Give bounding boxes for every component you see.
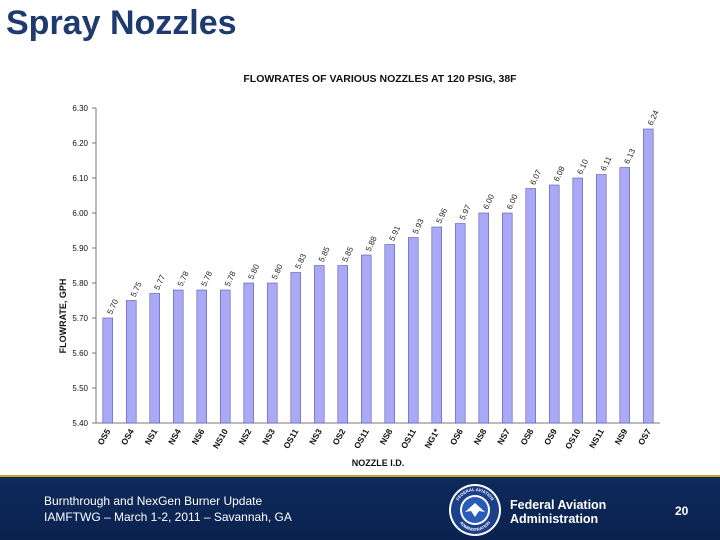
y-tick-label: 5.50	[72, 384, 88, 393]
category-label: NS7	[495, 427, 512, 447]
agency-name-line2: Administration	[510, 512, 599, 526]
bar	[361, 254, 372, 424]
presentation-title: Burnthrough and NexGen Burner Update	[44, 494, 263, 508]
category-label: NS8	[472, 427, 489, 447]
data-label: 5.78	[199, 269, 214, 287]
x-axis-label: NOZZLE I.D.	[352, 458, 405, 468]
category-label: NS9	[613, 427, 630, 447]
footer-bar: Burnthrough and NexGen Burner Update IAM…	[0, 475, 720, 540]
bar	[455, 223, 466, 424]
bar	[126, 300, 137, 424]
category-label: NS10	[211, 427, 230, 451]
bar	[149, 293, 160, 424]
data-label: 5.70	[105, 297, 120, 315]
y-tick-label: 5.90	[72, 244, 88, 253]
agency-name-line1: Federal Aviation	[510, 498, 607, 512]
data-label: 5.91	[387, 224, 402, 242]
category-label: OS10	[563, 427, 583, 451]
data-label: 5.83	[293, 252, 308, 270]
bar	[314, 265, 325, 424]
y-tick-label: 6.20	[72, 139, 88, 148]
plot-area: 5.40 5.50 5.60 5.70 5.80 5.90 6.00 6.10 6.20 6.30…	[72, 104, 660, 451]
data-label: 5.97	[458, 203, 473, 221]
bar	[525, 188, 536, 424]
data-label: 6.08	[552, 164, 567, 182]
bar	[431, 226, 442, 424]
data-label: 5.85	[340, 245, 355, 263]
category-label: NS3	[260, 427, 277, 447]
category-label: NG1*	[422, 426, 441, 450]
meeting-info: IAMFTWG – March 1-2, 2011 – Savannah, GA	[44, 510, 292, 524]
flowrate-bar-chart: FLOWRATES OF VARIOUS NOZZLES AT 120 PSIG…	[58, 73, 661, 468]
bar	[502, 212, 513, 424]
bar	[173, 289, 184, 424]
y-tick-label: 5.80	[72, 279, 88, 288]
y-tick-label: 6.30	[72, 104, 88, 113]
y-tick-label: 5.40	[72, 419, 88, 428]
data-label: 5.77	[152, 273, 167, 291]
bar	[337, 265, 348, 424]
y-tick-label: 6.00	[72, 209, 88, 218]
chart-title: FLOWRATES OF VARIOUS NOZZLES AT 120 PSIG…	[243, 73, 517, 85]
bar	[267, 282, 278, 424]
bar	[619, 167, 630, 424]
data-label: 6.13	[622, 147, 637, 165]
data-label: 6.24	[646, 108, 661, 126]
data-label: 5.93	[411, 217, 426, 235]
category-label: OS11	[399, 427, 418, 451]
data-label: 6.07	[528, 168, 543, 186]
category-label: NS2	[237, 427, 254, 447]
data-label: 6.00	[481, 192, 496, 210]
bar	[196, 289, 207, 424]
y-axis-label: FLOWRATE, GPH	[58, 279, 68, 354]
category-label: OS9	[542, 427, 559, 447]
bar	[408, 237, 419, 424]
slide-title: Spray Nozzles	[6, 4, 237, 42]
bar	[290, 272, 301, 424]
category-label: OS7	[636, 427, 653, 447]
category-label: NS3	[307, 427, 324, 447]
data-label: 5.80	[246, 262, 261, 280]
category-label: NS8	[378, 427, 395, 447]
bar	[572, 177, 583, 424]
data-label: 5.88	[364, 234, 379, 252]
category-label: OS11	[281, 427, 300, 451]
bar	[596, 174, 607, 424]
data-label: 6.10	[575, 157, 590, 175]
data-label: 5.75	[129, 280, 144, 298]
bar	[478, 212, 489, 424]
bar	[549, 184, 560, 424]
bar	[384, 244, 395, 424]
category-label: NS6	[190, 427, 207, 447]
data-label: 5.96	[434, 206, 449, 224]
category-label: NS11	[587, 427, 606, 450]
data-label: 6.00	[505, 192, 520, 210]
data-label: 5.78	[223, 269, 238, 287]
category-label: OS2	[330, 427, 347, 447]
category-label: OS6	[448, 427, 465, 447]
bar	[243, 282, 254, 424]
category-label: OS11	[352, 427, 371, 451]
y-tick-label: 5.60	[72, 349, 88, 358]
category-label: NS4	[166, 427, 183, 447]
data-label: 5.85	[317, 245, 332, 263]
y-tick-label: 6.10	[72, 174, 88, 183]
bar	[643, 128, 654, 424]
category-label: NS1	[143, 427, 160, 447]
category-label: OS4	[119, 427, 136, 447]
faa-seal-icon: FEDERAL AVIATION ADMINISTRATION	[449, 484, 501, 536]
page-number: 20	[675, 504, 689, 518]
data-label: 6.11	[599, 154, 614, 172]
data-label: 5.78	[176, 269, 191, 287]
bar	[102, 317, 113, 424]
category-label: OS8	[518, 427, 535, 447]
y-tick-label: 5.70	[72, 314, 88, 323]
category-label: OS5	[95, 427, 112, 447]
bar	[220, 289, 231, 424]
data-label: 5.80	[270, 262, 285, 280]
